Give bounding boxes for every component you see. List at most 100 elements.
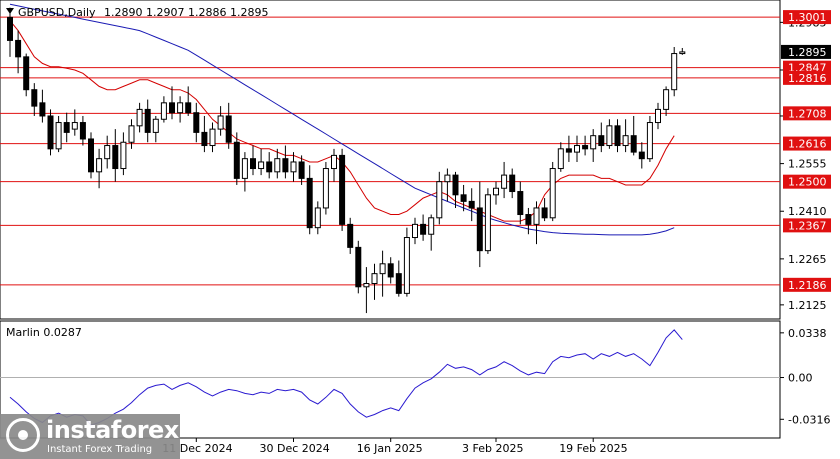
price-chart-pane	[0, 0, 781, 320]
candle-body-30	[250, 158, 256, 170]
candle-body-19	[160, 102, 167, 120]
candle-31	[258, 148, 265, 176]
candle-body-83	[679, 51, 686, 55]
level-label-box-6	[783, 218, 831, 233]
candle-body-5	[47, 115, 54, 150]
collapse-triangle-icon[interactable]	[6, 8, 14, 14]
price-tick-label-6: 1.2125	[788, 299, 827, 312]
candle-body-13	[112, 145, 119, 170]
indicator-axis: 0.0338 0.00 -0.0316	[780, 327, 830, 426]
indicator-label: Marlin 0.0287	[6, 326, 82, 339]
candle-81	[663, 86, 670, 116]
candle-80	[655, 102, 661, 130]
candle-63	[517, 181, 524, 225]
candle-72	[590, 129, 597, 162]
candle-body-70	[574, 145, 580, 153]
candle-body-68	[557, 148, 564, 170]
watermark-brand: instaforex	[46, 416, 179, 444]
level-label-6: 1.2367	[788, 219, 827, 232]
level-label-2: 1.2816	[788, 72, 827, 85]
candle-71	[582, 135, 589, 156]
level-label-3: 1.2708	[788, 107, 827, 120]
candle-19	[160, 96, 167, 123]
candle-body-42	[347, 223, 354, 248]
candle-body-67	[549, 168, 556, 219]
candle-body-78	[638, 151, 645, 160]
candle-body-45	[371, 273, 378, 285]
candle-73	[598, 122, 605, 153]
candle-11	[96, 148, 103, 189]
marlin-series-0	[9, 329, 683, 426]
candle-18	[152, 115, 159, 143]
level-label-box-4	[783, 136, 831, 151]
candle-body-81	[663, 89, 670, 110]
candle-55	[452, 171, 459, 208]
candle-82	[671, 46, 678, 97]
candle-29	[241, 152, 248, 192]
candle-15	[128, 119, 135, 149]
candle-body-52	[428, 217, 435, 235]
time-tick-label-4: 19 Feb 2025	[559, 442, 627, 455]
candle-body-74	[606, 125, 613, 147]
level-label-0: 1.3001	[788, 11, 827, 24]
candle-57	[468, 188, 475, 222]
candle-75	[614, 119, 621, 153]
level-label-box-7	[783, 277, 831, 292]
candle-body-4	[39, 102, 46, 117]
candle-9	[79, 115, 86, 146]
candle-body-32	[266, 161, 273, 173]
candle-body-20	[169, 102, 175, 114]
candle-14	[120, 132, 127, 176]
candlesticks	[7, 7, 686, 314]
candle-body-8	[71, 122, 78, 130]
candle-36	[298, 155, 305, 185]
candle-body-46	[379, 263, 386, 275]
level-labels: 1.30011.28471.28161.27081.26161.25001.23…	[783, 10, 831, 292]
candle-20	[169, 86, 175, 120]
time-tick-label-1: 30 Dec 2024	[260, 442, 330, 455]
candle-37	[306, 165, 313, 235]
candle-40	[331, 148, 337, 182]
candle-body-1	[15, 39, 22, 58]
current-price-label: 1.2895	[788, 46, 827, 59]
candle-body-24	[201, 131, 208, 147]
price-tick-label-3: 1.2555	[788, 158, 827, 171]
candle-38	[314, 201, 321, 235]
candle-0	[7, 7, 13, 57]
candle-60	[493, 181, 499, 205]
candle-68	[557, 142, 564, 172]
candle-5	[47, 109, 54, 156]
candle-body-64	[525, 214, 532, 225]
candle-70	[574, 135, 580, 162]
candle-53	[436, 171, 443, 225]
candle-body-47	[387, 263, 394, 278]
candle-51	[420, 214, 427, 241]
candle-body-29	[241, 158, 248, 179]
candle-30	[250, 145, 256, 176]
candle-59	[484, 188, 491, 254]
candle-body-33	[274, 158, 281, 173]
candle-body-58	[476, 207, 483, 252]
candle-2	[23, 53, 30, 97]
candle-23	[193, 102, 200, 143]
candle-8	[71, 109, 78, 136]
candle-body-37	[306, 177, 313, 229]
candle-42	[347, 217, 354, 254]
candle-body-3	[31, 89, 38, 107]
candle-body-44	[363, 283, 370, 288]
candle-body-25	[209, 128, 216, 147]
candle-69	[565, 135, 572, 162]
candle-28	[233, 132, 240, 185]
candle-47	[387, 257, 394, 284]
watermark-tagline: Instant Forex Trading	[47, 444, 153, 455]
candle-6	[55, 115, 62, 153]
price-axis: 1.29851.28401.27001.25551.24101.22651.21…	[780, 16, 827, 312]
candle-body-6	[55, 122, 62, 150]
indicator-tick-label-0: 0.0338	[788, 327, 827, 340]
candle-body-62	[509, 174, 516, 193]
candle-body-56	[460, 194, 467, 202]
candle-74	[606, 119, 613, 149]
candle-32	[266, 152, 273, 179]
candle-79	[646, 115, 653, 162]
